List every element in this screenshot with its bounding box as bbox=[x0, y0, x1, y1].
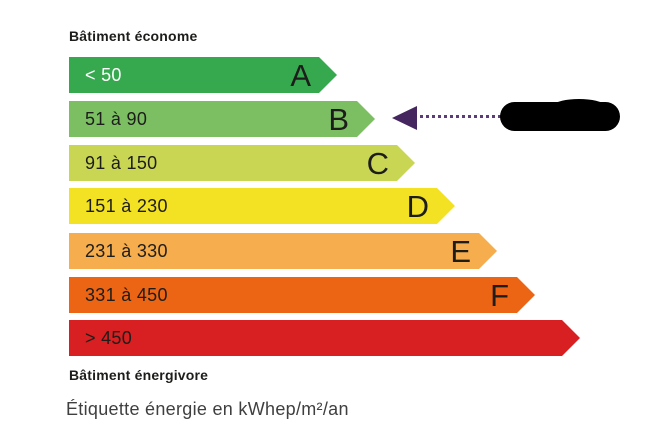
class-pointer-arrow-icon bbox=[392, 106, 417, 130]
class-letter: B bbox=[328, 102, 349, 137]
energy-bar-row-c: 91 à 150 C bbox=[69, 145, 415, 181]
energy-bar-row-f: 331 à 450 F bbox=[69, 277, 535, 313]
energy-bar-row-e: 231 à 330 E bbox=[69, 233, 497, 269]
energy-intensive-building-label: Bâtiment énergivore bbox=[69, 367, 209, 383]
class-letter: A bbox=[290, 58, 311, 93]
energy-bar-row-a: < 50 A bbox=[69, 57, 337, 93]
pointer-dotted-line bbox=[420, 115, 501, 118]
range-label: 51 à 90 bbox=[85, 109, 148, 129]
energy-bar-row-b: 51 à 90 B bbox=[69, 101, 375, 137]
class-letter: D bbox=[406, 189, 429, 224]
range-label: 231 à 330 bbox=[85, 241, 168, 261]
range-label: 151 à 230 bbox=[85, 196, 168, 216]
range-label: 331 à 450 bbox=[85, 285, 168, 305]
chart-caption: Étiquette énergie en kWhep/m²/an bbox=[66, 399, 349, 419]
redacted-value-blob bbox=[500, 99, 620, 131]
class-letter: E bbox=[450, 234, 471, 269]
range-label: > 450 bbox=[85, 328, 133, 348]
class-letter: C bbox=[366, 146, 389, 181]
range-label: 91 à 150 bbox=[85, 153, 158, 173]
range-label: < 50 bbox=[85, 65, 122, 85]
energy-bar-row-d: 151 à 230 D bbox=[69, 188, 455, 224]
class-letter: F bbox=[490, 278, 509, 313]
economical-building-label: Bâtiment économe bbox=[69, 28, 198, 44]
energy-bar-row-g: > 450 bbox=[69, 320, 580, 356]
